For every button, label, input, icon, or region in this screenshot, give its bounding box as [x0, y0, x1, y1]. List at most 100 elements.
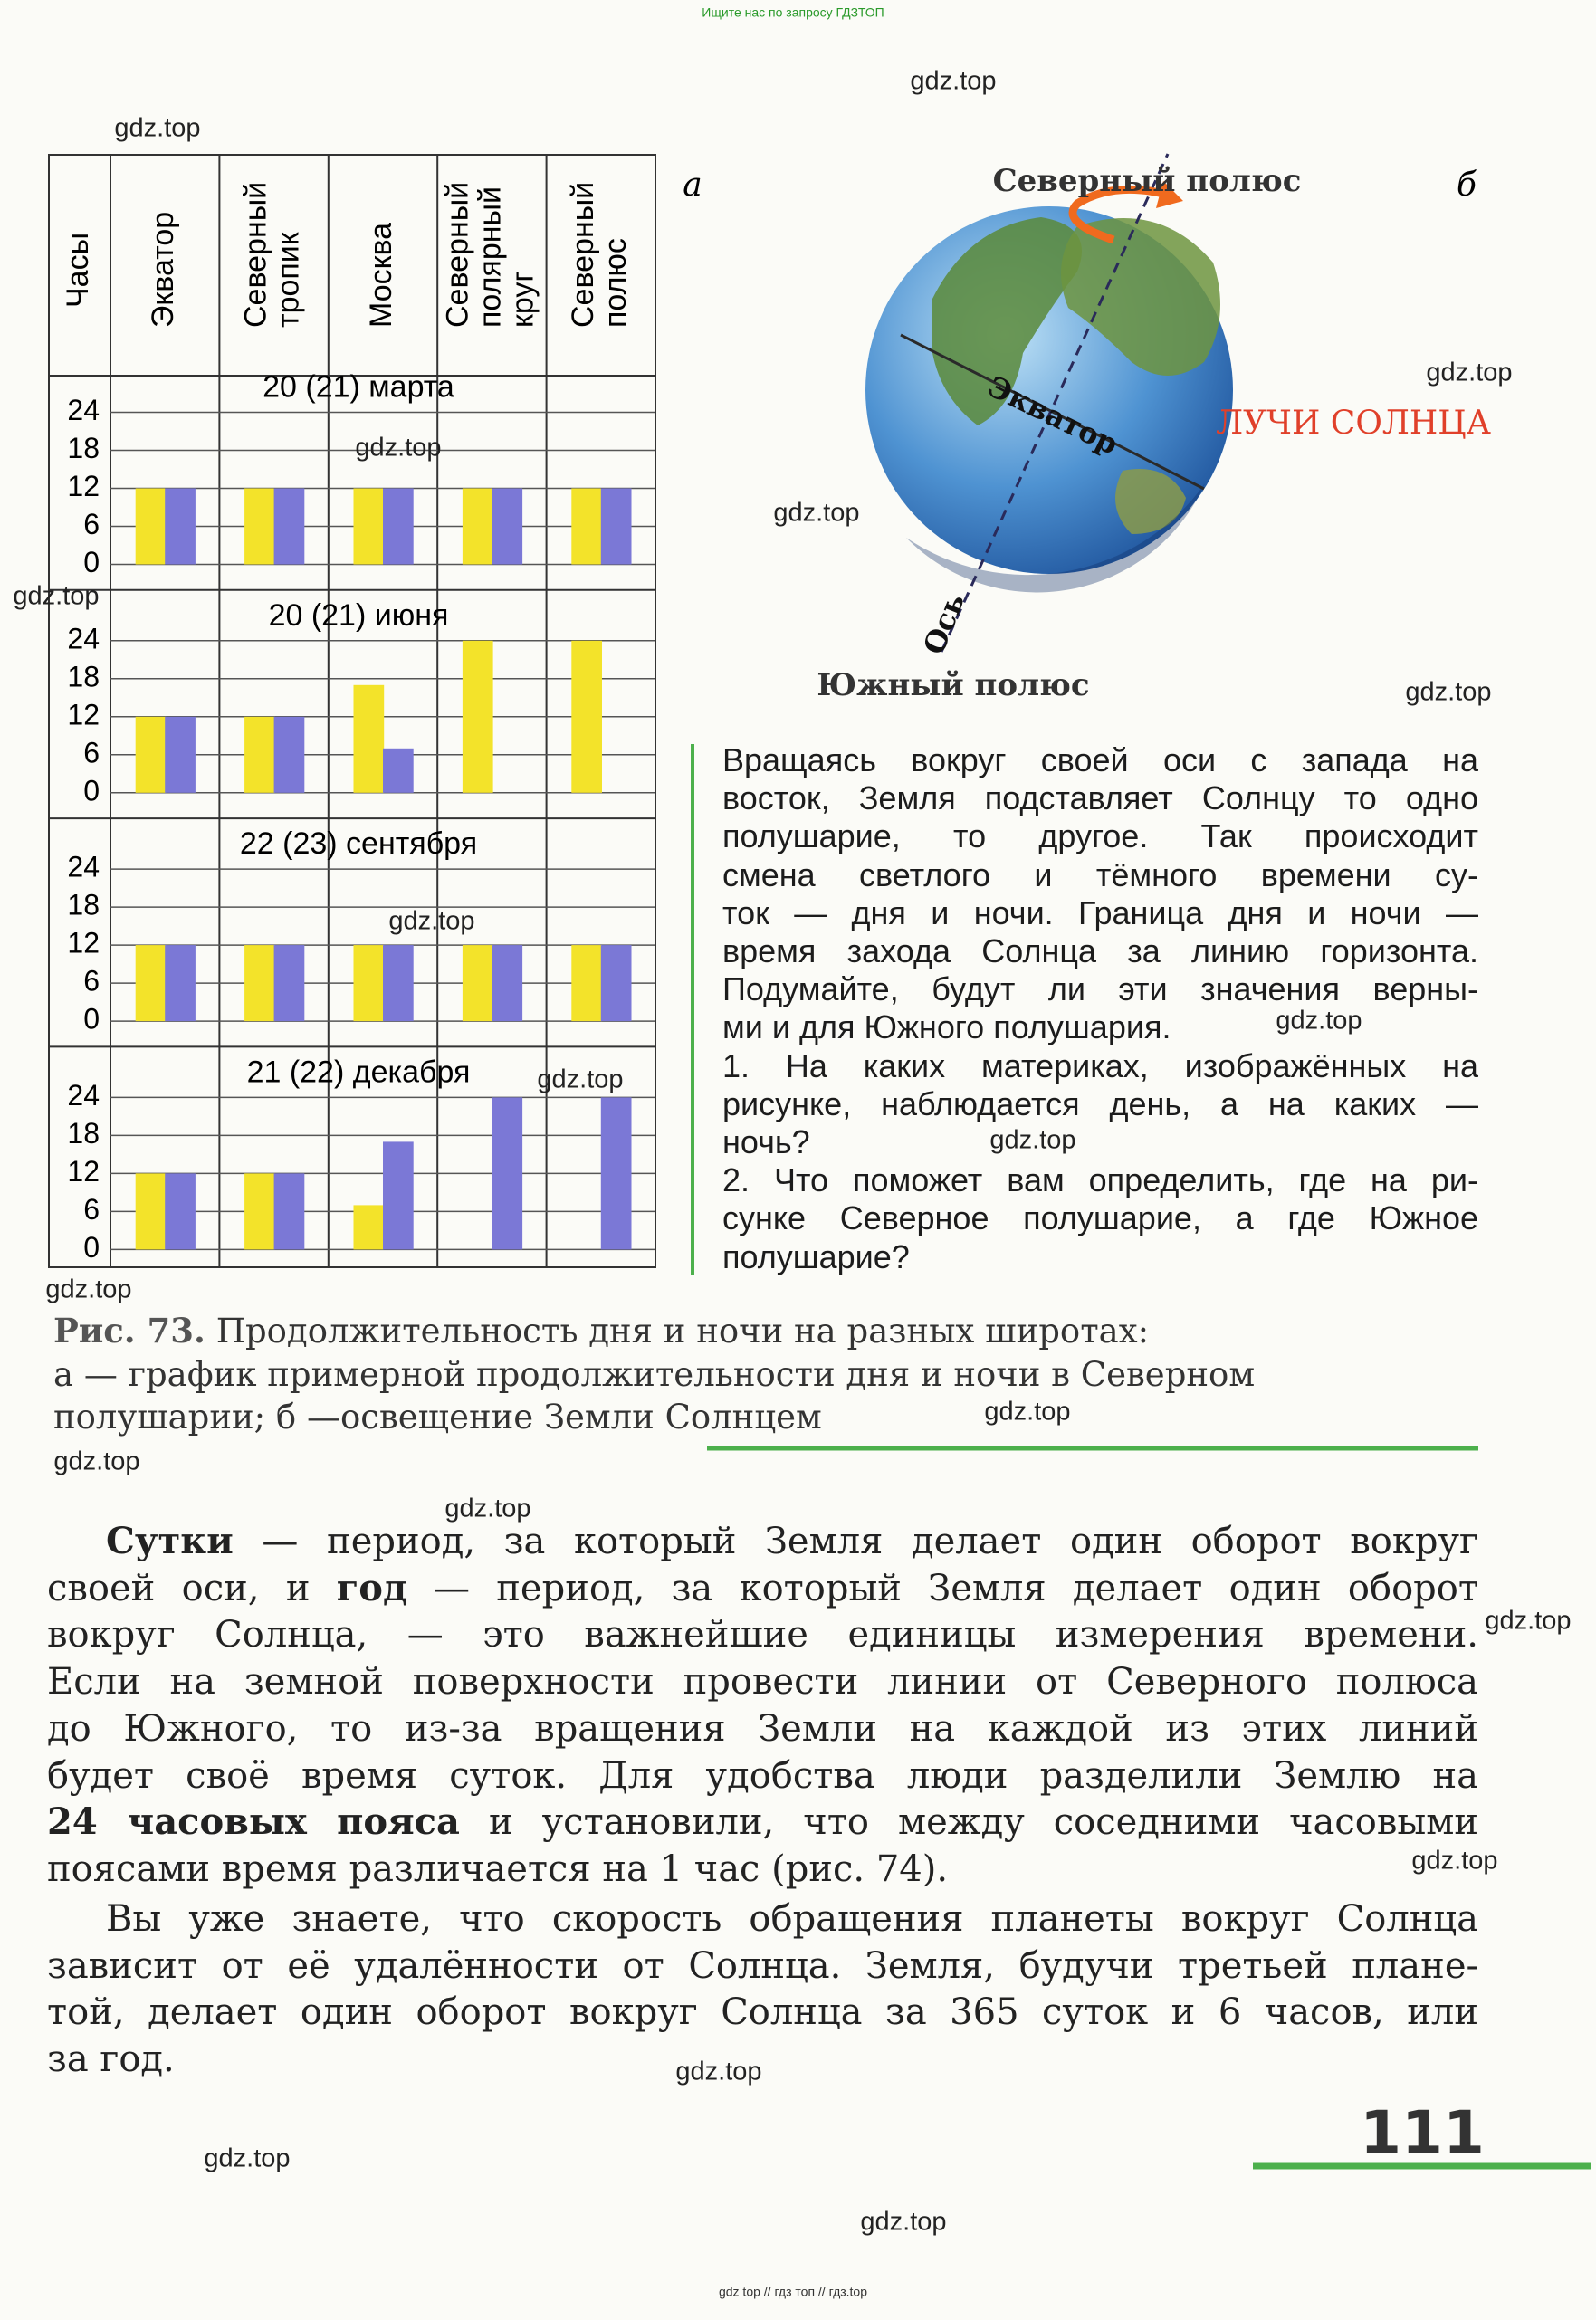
side-text-line: смена светлого и тёмного времени су-	[722, 855, 1478, 893]
watermark: gdz.top	[53, 1446, 140, 1476]
panel-label: б	[1457, 167, 1477, 204]
side-text-line: восток, Земля подставляет Солнцу то одно	[722, 779, 1478, 817]
watermark: gdz.top	[114, 113, 201, 143]
side-text-line: Вращаясь вокруг своей оси с запада на	[722, 741, 1478, 778]
bar	[135, 1173, 167, 1250]
body-line: поясами время различается на 1 час (рис.…	[47, 1846, 1478, 1893]
y-tick-label: 12	[67, 927, 100, 960]
y-tick-label: 0	[83, 1231, 100, 1264]
side-text-line: 1. На каких материках, изображённых на	[722, 1046, 1478, 1084]
bar	[571, 945, 603, 1022]
watermark: gdz.top	[1276, 1006, 1362, 1036]
body-text: зависит от её удалённости от Солнца. Зем…	[47, 1944, 1478, 1987]
bar	[462, 488, 493, 565]
y-tick-label: 6	[83, 736, 100, 769]
caption-text: а — график примерной продолжительности д…	[53, 1355, 1256, 1394]
watermark: gdz.top	[773, 498, 860, 528]
body-text: Вы уже знаете, что скорость обращения пл…	[106, 1898, 1478, 1940]
page-number: 111	[1360, 2098, 1485, 2168]
watermark: gdz.top	[1426, 358, 1513, 387]
caption-line: полушарии; б —освещение Земли Солнцем	[53, 1396, 822, 1439]
continent	[932, 217, 1082, 425]
watermark: gdz.top	[860, 2207, 947, 2237]
equator-line	[900, 333, 1205, 491]
body-line: Вы уже знаете, что скорость обращения пл…	[106, 1895, 1478, 1943]
body-text: вокруг Солнца, — это важнейшие единицы и…	[47, 1614, 1478, 1656]
watermark: gdz.top	[984, 1397, 1071, 1427]
bar	[383, 488, 414, 565]
category-label: Москва	[364, 223, 398, 328]
y-tick-label: 24	[67, 1079, 100, 1112]
side-text-line: полушарие?	[722, 1237, 910, 1275]
continent	[1115, 469, 1186, 534]
watermark: gdz.top	[388, 906, 475, 936]
bar	[353, 684, 385, 793]
body-line: Если на земной поверхности провести лини…	[47, 1658, 1478, 1705]
bar	[600, 945, 632, 1022]
watermark: gdz.top	[1485, 1606, 1572, 1636]
y-tick-label: 12	[67, 1155, 100, 1188]
y-tick-label: 6	[83, 508, 100, 540]
panel-label: а	[683, 167, 702, 204]
bar	[462, 640, 493, 793]
bar	[135, 945, 167, 1022]
bar	[244, 716, 275, 793]
north-pole-label: Северный полюс	[993, 163, 1302, 199]
watermark-bottom: gdz top // гдз топ // гдз.top	[719, 2285, 867, 2299]
caption-label: Рис. 73.	[53, 1311, 205, 1351]
bar	[244, 488, 275, 565]
bar	[492, 1097, 523, 1250]
bar	[165, 716, 196, 793]
bar	[273, 488, 305, 565]
bar	[383, 1141, 414, 1250]
body-text: поясами время различается на 1 час (рис.…	[47, 1847, 949, 1890]
rotation-arrow	[1068, 185, 1170, 244]
y-tick-label: 24	[67, 622, 100, 654]
watermark: gdz.top	[13, 581, 100, 611]
bar	[600, 488, 632, 565]
y-tick-label: 0	[83, 546, 100, 578]
sun-rays-area	[1204, 251, 1481, 619]
body-text: — период, за который Земля делает один о…	[406, 1567, 1478, 1609]
category-label: Северныйполюс	[566, 182, 633, 328]
body-text: своей оси, и	[47, 1567, 337, 1609]
caption-line: Рис. 73. Продолжительность дня и ночи на…	[53, 1309, 1149, 1352]
side-text-line: рисунке, наблюдается день, а на каких —	[722, 1084, 1478, 1122]
watermark: gdz.top	[355, 433, 442, 463]
body-line: вокруг Солнца, — это важнейшие единицы и…	[47, 1611, 1478, 1658]
y-tick-label: 6	[83, 965, 100, 998]
globe-shadow	[906, 483, 1205, 593]
bar	[353, 488, 385, 565]
side-text-line: время захода Солнца за линию горизонта.	[722, 932, 1478, 969]
body-line: своей оси, и год — период, за который Зе…	[47, 1565, 1478, 1612]
category-label: Северныйтропик	[239, 182, 306, 328]
side-text-line: 2. Что поможет вам определить, где на ри…	[722, 1161, 1478, 1199]
body-text: Если на земной поверхности провести лини…	[47, 1661, 1478, 1704]
y-tick-label: 18	[67, 432, 100, 464]
bar	[571, 640, 603, 793]
body-line: 24 часовых пояса и установили, что между…	[47, 1799, 1478, 1846]
axis-line	[940, 153, 1170, 653]
bar	[244, 1173, 275, 1250]
y-tick-label: 0	[83, 1003, 100, 1036]
bar	[135, 488, 167, 565]
body-line: до Южного, то из-за вращения Земли на ка…	[47, 1705, 1478, 1752]
bar	[273, 945, 305, 1022]
chart-frame	[48, 154, 656, 1268]
watermark: gdz.top	[537, 1065, 624, 1094]
panel-title: 21 (22) декабря	[247, 1055, 471, 1089]
bold-text: год	[336, 1566, 407, 1609]
body-text: и установили, что между соседними часовы…	[459, 1801, 1478, 1844]
side-text-line: ночь?	[722, 1123, 810, 1160]
watermark: gdz.top	[910, 66, 997, 96]
y-tick-label: 0	[83, 774, 100, 807]
bold-text: 24 часовых пояса	[47, 1800, 460, 1844]
watermark: gdz.top	[675, 2057, 762, 2086]
y-tick-label: 12	[67, 470, 100, 502]
bar	[353, 1205, 385, 1250]
y-axis-label: Часы	[61, 233, 95, 308]
side-text-line: ток — дня и ночи. Граница дня и ночи —	[722, 893, 1478, 931]
panel-title: 20 (21) марта	[263, 369, 454, 404]
body-text: будет своё время суток. Для удобства люд…	[47, 1754, 1478, 1797]
